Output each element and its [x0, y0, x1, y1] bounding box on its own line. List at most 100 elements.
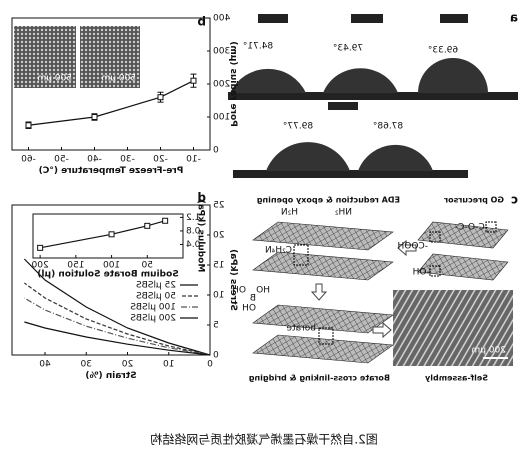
series-line	[23, 258, 211, 356]
marker	[157, 94, 164, 101]
marker	[190, 77, 197, 84]
group-box	[485, 221, 497, 233]
y-tick-label: 0	[213, 351, 219, 361]
needle	[440, 14, 468, 23]
caption: 图2.自然干燥石墨烯气凝胶性质与网络结构	[150, 432, 377, 447]
chem-label: C₂H₄N	[265, 246, 292, 256]
marker	[144, 222, 151, 229]
substrate	[228, 92, 518, 100]
chem-label: B	[250, 294, 256, 304]
group-box	[293, 244, 309, 266]
y-tick-label: 5	[213, 321, 219, 331]
chem-label: -COOH	[398, 242, 428, 252]
droplet	[266, 142, 350, 171]
graphene-sheets	[252, 221, 513, 366]
x-tick-label: 50	[141, 261, 153, 271]
step-title: EDA reduction & epoxy opening	[256, 196, 400, 205]
step-title: Borate cross-linking & bridging	[248, 374, 390, 383]
x-axis-title: Pre-Freeze Temperature (°C)	[39, 166, 184, 176]
needle	[351, 14, 383, 23]
scale-label: 200 μm	[471, 346, 506, 356]
marker	[25, 122, 32, 129]
plot-frame	[11, 204, 211, 356]
substrate	[233, 170, 468, 178]
chem-label: borate	[286, 324, 316, 334]
scale-label: 500 μm	[37, 74, 72, 84]
y-tick-label: 200	[213, 80, 230, 90]
arrow	[372, 321, 392, 339]
chem-label: H₂N	[281, 208, 298, 218]
y-tick-label: 300	[213, 47, 230, 57]
step-title: Self-assembly	[424, 374, 488, 383]
series-line	[24, 297, 211, 356]
panel-label: d	[197, 191, 206, 205]
chem-label: OH	[242, 304, 256, 314]
y-tick-label: 1.2	[186, 213, 200, 223]
panel-label: b	[197, 15, 206, 29]
borate-sheet	[252, 334, 394, 364]
y-axis-title: Stress (kPa)	[228, 249, 238, 311]
x-tick-label: 200	[31, 261, 48, 271]
marker	[37, 244, 44, 251]
x-axis-title: Strain (%)	[85, 371, 136, 381]
series-line	[24, 321, 211, 356]
x-tick-label: -40	[87, 155, 102, 165]
y-axis-title: Modulus (kPa)	[196, 200, 206, 273]
chem-label: NH₂	[335, 208, 353, 218]
arrow	[310, 283, 328, 301]
droplet	[418, 58, 488, 93]
x-axis-title: Sodium Borate Solution (μl)	[37, 270, 178, 280]
needle	[328, 102, 358, 110]
x-tick-label: 0	[207, 360, 213, 370]
group-box	[429, 231, 441, 243]
sem-inset	[14, 26, 76, 88]
eda-sheet	[252, 251, 394, 281]
sem-inset	[80, 26, 140, 88]
marker	[91, 114, 98, 120]
y-tick-label: 400	[213, 14, 230, 24]
sem-image	[393, 290, 513, 366]
x-tick-label: -50	[54, 155, 69, 165]
arrow	[397, 239, 417, 257]
x-tick-label: -10	[186, 155, 201, 165]
go-sheet	[417, 253, 509, 281]
panel-label: a	[510, 11, 518, 25]
y-tick-label: 10	[213, 291, 225, 301]
contact-angle: 87.68°	[373, 122, 403, 132]
legend-label: 50 μlSBS	[136, 292, 176, 302]
series-line	[28, 80, 194, 126]
needle	[258, 14, 288, 23]
chem-label: -OH	[413, 268, 430, 278]
series-line	[40, 220, 166, 249]
x-tick-label: 40	[39, 360, 51, 370]
droplet	[230, 68, 306, 93]
legend-label: 25 μlSBS	[136, 281, 176, 291]
marker	[162, 217, 169, 224]
y-tick-label: 15	[213, 261, 224, 271]
legend-label: 200 μlSBS	[130, 314, 176, 324]
x-tick-label: -60	[21, 155, 36, 165]
contact-angle-images	[228, 14, 518, 178]
chem-label: HO	[256, 286, 270, 296]
x-tick-label: -20	[153, 155, 168, 165]
scale-label: 500 μm	[101, 74, 136, 84]
borate-sheet	[252, 304, 394, 334]
y-tick-label: 20	[213, 231, 225, 241]
x-tick-label: -30	[120, 155, 135, 165]
legend-label: 100 μlSBS	[130, 303, 176, 313]
x-tick-label: 10	[163, 360, 175, 370]
y-tick-label: 0.4	[186, 240, 201, 250]
x-tick-label: 30	[80, 360, 92, 370]
marker	[108, 231, 115, 238]
contact-angle: 69.33°	[428, 46, 458, 56]
contact-angle: 79.43°	[333, 44, 363, 54]
group-box	[429, 265, 441, 277]
contact-angle: 84.71°	[243, 42, 273, 52]
mirrored-figure: a 69.33° 79.43° 84.71° 87.68° 89.77° c G…	[11, 11, 518, 447]
x-tick-label: 100	[103, 261, 120, 271]
chem-label: -C-O-C-	[455, 223, 488, 233]
chem-label: OH	[232, 286, 246, 296]
droplet	[358, 144, 433, 171]
droplet	[323, 68, 398, 93]
contact-angle: 89.77°	[283, 122, 313, 132]
